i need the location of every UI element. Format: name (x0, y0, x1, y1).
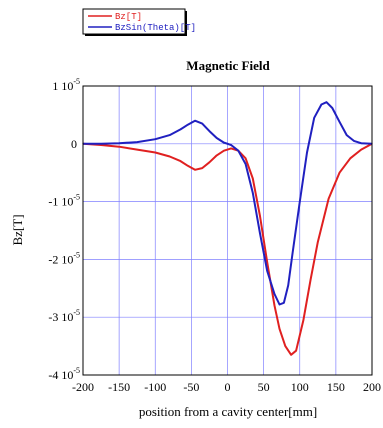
x-tick-label: 0 (225, 380, 231, 394)
series-point-0 (266, 261, 268, 263)
series-point-1 (179, 128, 182, 130)
series-point-0 (273, 305, 276, 307)
series-point-0 (290, 354, 292, 356)
series-point-1 (230, 144, 232, 146)
y-axis-ticks: 1 10-5 0 -1 10-5 -2 10-5 -3 10-5 -4 10-5 (48, 77, 80, 382)
series-point-0 (259, 215, 261, 217)
y-tick-label: -1 10-5 (48, 193, 80, 209)
series-point-1 (201, 123, 203, 125)
x-tick-label: -100 (144, 380, 166, 394)
series-point-1 (331, 107, 333, 109)
y-tick-label: -2 10-5 (48, 250, 80, 266)
grid (83, 86, 372, 375)
series-point-1 (266, 270, 268, 272)
series-layer (82, 101, 373, 356)
y-axis-label: Bz[T] (10, 214, 25, 245)
series-point-1 (353, 140, 355, 142)
series-point-1 (346, 134, 348, 136)
chart-title: Magnetic Field (186, 58, 270, 73)
series-point-1 (287, 284, 289, 286)
series-point-1 (237, 150, 239, 152)
x-tick-label: 100 (291, 380, 309, 394)
series-point-1 (154, 138, 156, 140)
series-point-0 (136, 149, 138, 151)
series-point-1 (325, 101, 328, 103)
series-point-0 (360, 149, 362, 151)
x-tick-label: -50 (183, 380, 199, 394)
legend: Bz[T] BzSin(Theta)[T] (82, 8, 196, 36)
series-line-0 (82, 142, 373, 356)
series-point-0 (338, 172, 341, 174)
series-point-1 (259, 232, 261, 234)
series-point-0 (154, 151, 156, 154)
series-point-1 (187, 124, 189, 126)
series-point-0 (252, 177, 254, 180)
series-point-0 (284, 345, 286, 347)
legend-label-bzsin: BzSin(Theta)[T] (115, 23, 196, 33)
x-axis-label: position from a cavity center[mm] (139, 404, 317, 419)
series-point-0 (302, 319, 304, 321)
series-point-0 (223, 150, 225, 152)
series-point-1 (223, 142, 225, 144)
series-point-0 (245, 157, 247, 159)
x-tick-label: -200 (72, 380, 94, 394)
series-point-1 (208, 130, 210, 132)
plot-frame (82, 85, 373, 376)
series-point-1 (306, 151, 308, 154)
series-point-0 (118, 146, 120, 148)
y-tick-label: -3 10-5 (48, 308, 80, 324)
series-point-0 (169, 155, 171, 158)
series-point-0 (179, 160, 182, 162)
x-tick-label: 50 (258, 380, 270, 394)
y-tick-label: 1 10-5 (52, 77, 80, 93)
series-point-0 (310, 279, 312, 281)
series-point-1 (245, 163, 247, 165)
series-point-0 (295, 350, 297, 352)
series-point-1 (313, 117, 315, 119)
legend-box (82, 8, 186, 35)
x-tick-label: 150 (327, 380, 345, 394)
x-tick-label: -150 (108, 380, 130, 394)
x-tick-label: 200 (363, 380, 381, 394)
legend-label-bz: Bz[T] (115, 12, 142, 22)
series-point-1 (283, 302, 285, 304)
series-point-0 (317, 241, 319, 243)
series-point-1 (299, 201, 301, 203)
y-tick-label: -4 10-5 (48, 366, 80, 382)
series-point-0 (349, 157, 351, 159)
series-point-1 (273, 293, 276, 295)
series-point-0 (208, 161, 210, 163)
series-point-0 (328, 198, 330, 200)
series-point-1 (118, 142, 120, 144)
series-point-1 (291, 253, 294, 255)
series-point-1 (360, 142, 362, 144)
series-point-1 (278, 303, 281, 306)
series-point-0 (201, 167, 203, 169)
series-point-0 (194, 169, 196, 171)
series-point-1 (100, 143, 102, 145)
series-point-0 (230, 147, 232, 149)
series-point-1 (194, 120, 196, 122)
series-point-0 (278, 328, 281, 330)
series-point-0 (187, 165, 189, 167)
series-point-1 (338, 121, 341, 123)
series-point-1 (216, 137, 218, 139)
series-point-0 (216, 154, 218, 156)
y-tick-label: 0 (71, 137, 77, 151)
series-point-1 (169, 134, 171, 136)
x-axis-ticks: -200 -150 -100 -50 0 50 100 150 200 (72, 380, 381, 394)
series-point-1 (136, 141, 138, 143)
legend-shadow-bottom (85, 34, 187, 36)
legend-shadow (185, 11, 187, 36)
series-point-1 (252, 192, 254, 194)
series-point-1 (320, 103, 322, 106)
